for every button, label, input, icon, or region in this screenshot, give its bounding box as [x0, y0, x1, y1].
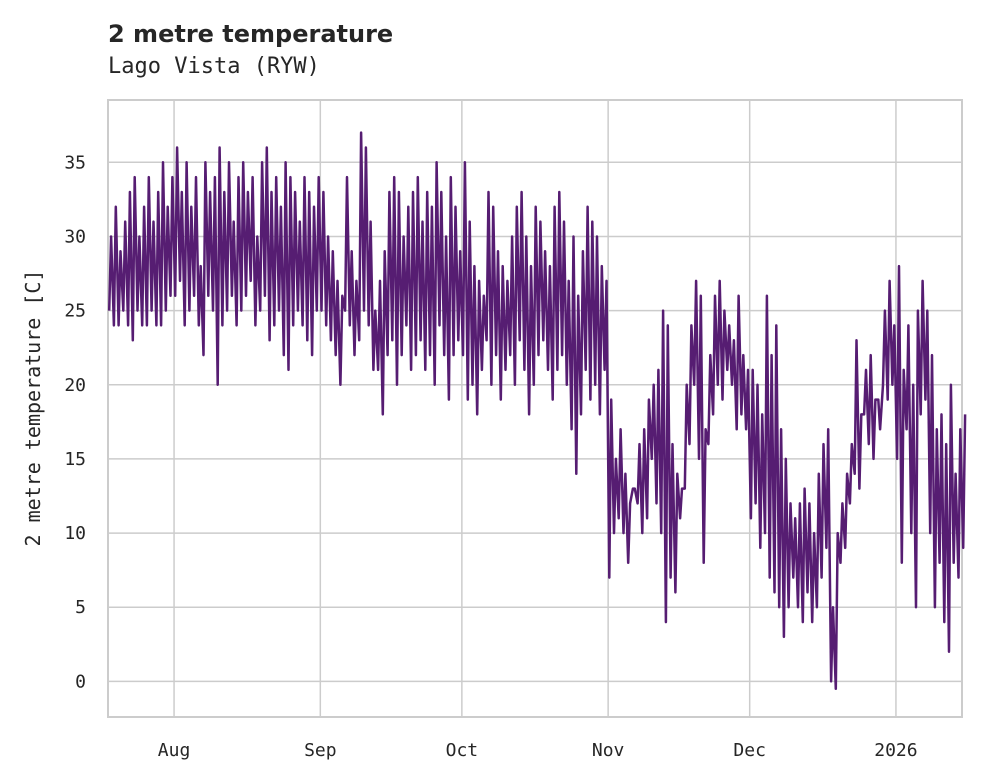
x-tick-label: Dec	[733, 740, 766, 761]
y-axis-label: 2 metre temperature [C]	[21, 270, 45, 547]
plot-frame	[107, 99, 963, 718]
x-tick-label: Aug	[158, 740, 191, 761]
x-tick-label: 2026	[874, 740, 917, 761]
y-tick-label: 0	[75, 671, 86, 692]
y-tick-label: 10	[64, 523, 86, 544]
chart-subtitle: Lago Vista (RYW)	[108, 54, 320, 79]
x-tick-label: Oct	[446, 740, 479, 761]
tick-labels: 0 5 10 15 20 25 30 35 Aug Sep Oct Nov Dec 2026	[64, 152, 917, 761]
y-tick-label: 30	[64, 226, 86, 247]
y-tick-label: 5	[75, 597, 86, 618]
x-tick-label: Nov	[592, 740, 625, 761]
y-tick-label: 25	[64, 301, 86, 322]
x-tick-label: Sep	[304, 740, 337, 761]
y-tick-label: 35	[64, 152, 86, 173]
y-tick-label: 15	[64, 449, 86, 470]
y-tick-label: 20	[64, 375, 86, 396]
temperature-line	[107, 131, 967, 691]
chart-title: 2 metre temperature	[108, 20, 393, 48]
